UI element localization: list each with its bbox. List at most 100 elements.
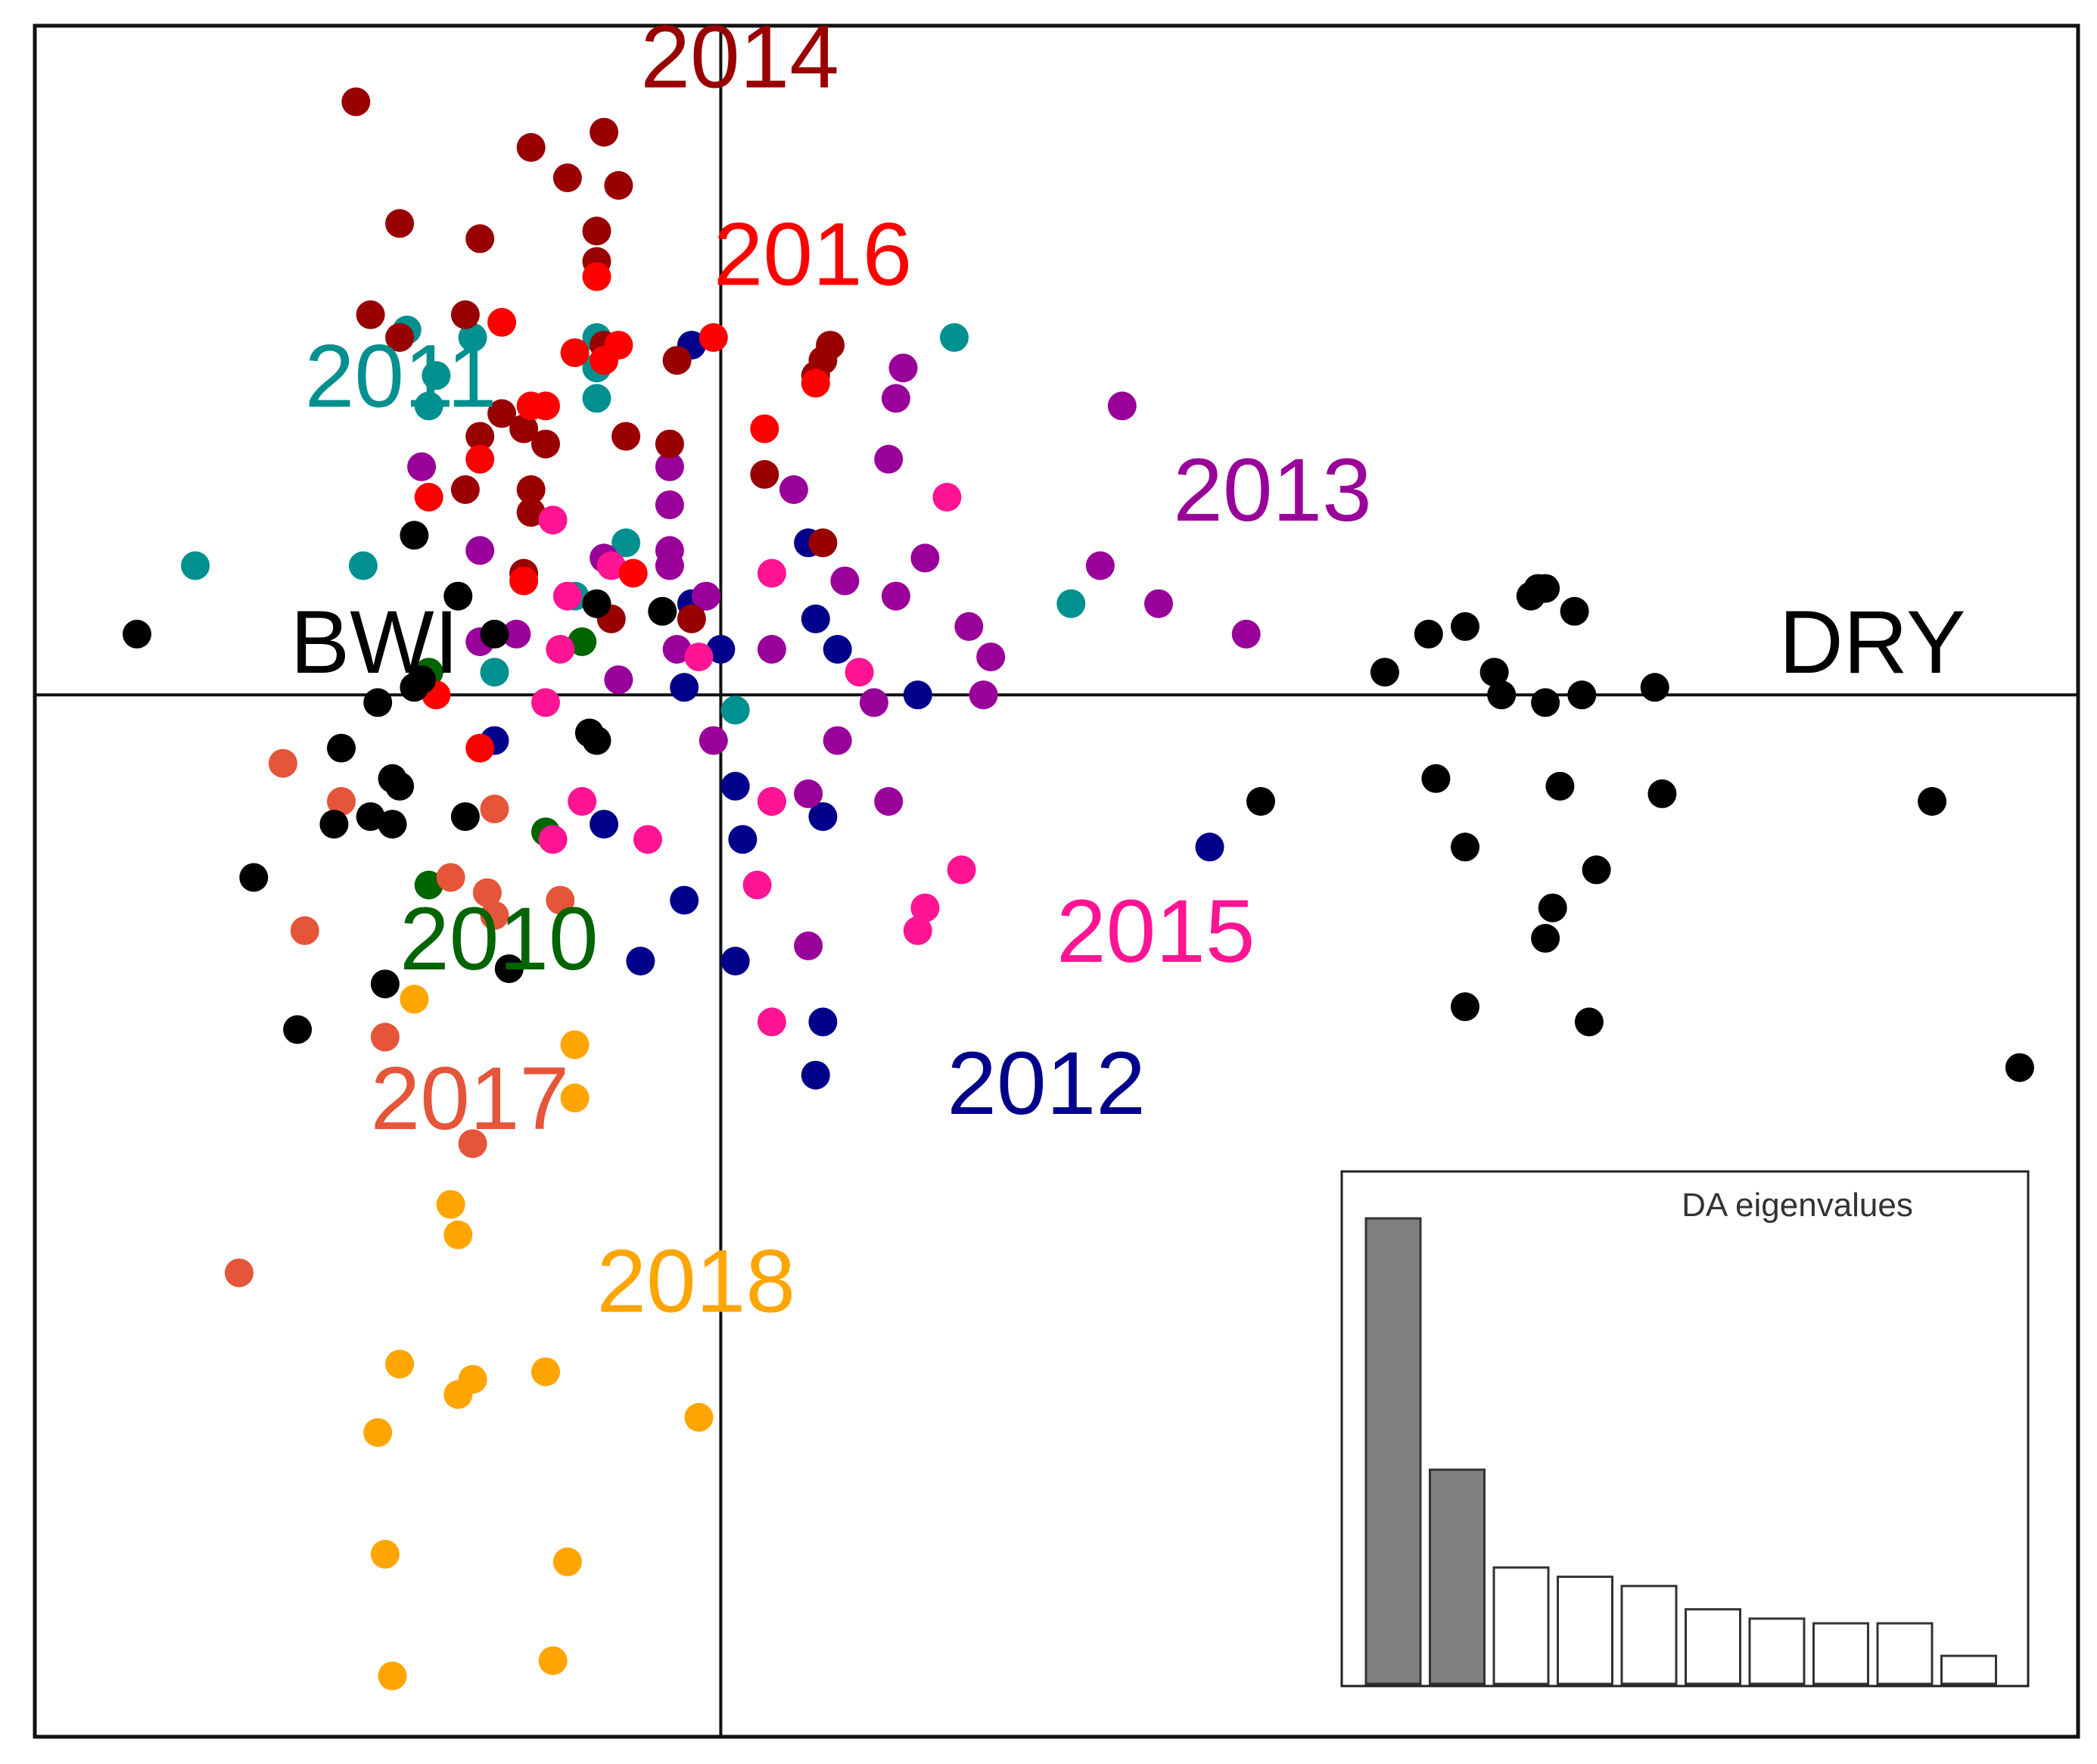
point-2015-16: [947, 855, 976, 885]
eigenvalue-bar-3: [1492, 1566, 1550, 1685]
point-2017-9: [458, 1129, 487, 1159]
point-2013-18: [881, 581, 910, 611]
point-2015-6: [538, 825, 568, 854]
point-2014-15: [531, 429, 560, 459]
point-bwi-43: [1451, 992, 1479, 1022]
point-bwi-13: [356, 802, 385, 832]
point-2014-13: [662, 346, 692, 375]
point-2011-8: [582, 384, 611, 413]
point-2015-3: [546, 635, 575, 664]
eigenvalue-bar-4: [1557, 1576, 1613, 1685]
point-bwi-12: [319, 810, 349, 839]
point-2014-22: [450, 475, 480, 504]
point-bwi-7: [400, 673, 429, 702]
group-label-2014: 2014: [640, 7, 839, 107]
point-bwi-41: [1531, 923, 1560, 953]
point-2013-32: [794, 931, 823, 960]
point-2012-17: [801, 1060, 830, 1090]
point-2012-9: [903, 680, 932, 710]
point-2014-25: [677, 604, 706, 633]
point-bwi-9: [327, 733, 356, 763]
point-2014-21: [516, 498, 546, 527]
point-2012-15: [720, 947, 750, 975]
eigenvalue-bar-1: [1364, 1217, 1422, 1685]
group-labels: 2010 2011 2012 2013 2014 2015 2016 2017 2018 BWI D…: [291, 7, 1966, 1331]
point-2017-8: [370, 1022, 400, 1052]
point-bwi-36: [1545, 771, 1575, 801]
group-label-2015: 2015: [1056, 882, 1255, 982]
point-bwi-2: [443, 581, 473, 611]
point-2015-2: [552, 581, 582, 611]
point-2011-4: [414, 391, 443, 421]
eigenvalue-bar-2: [1429, 1468, 1486, 1685]
point-2013-24: [910, 543, 940, 573]
plot-frame: [33, 23, 2080, 1739]
point-2013-22: [794, 779, 823, 808]
point-2015-9: [757, 787, 786, 816]
point-2017-5: [546, 885, 575, 915]
point-2018-9: [684, 1402, 714, 1432]
point-bwi-22: [1246, 787, 1275, 816]
eigenvalue-bar-10: [1940, 1654, 1997, 1685]
inset-bars: [1364, 1217, 1997, 1685]
eigenvalue-bar-5: [1620, 1585, 1678, 1685]
point-bwi-8: [363, 688, 393, 717]
point-2012-5: [728, 825, 758, 854]
point-bwi-25: [1451, 611, 1479, 641]
point-2015-15: [903, 916, 932, 945]
group-label-2013: 2013: [1173, 440, 1372, 540]
point-2012-10: [808, 802, 838, 832]
point-2016-4: [582, 262, 611, 291]
point-2014-14: [509, 414, 539, 443]
point-2014-6: [465, 224, 495, 254]
point-2018-0: [400, 985, 429, 1014]
point-2016-7: [465, 444, 495, 474]
point-2016-14: [465, 733, 495, 763]
point-2018-12: [552, 1547, 582, 1576]
point-2014-4: [604, 171, 633, 200]
point-2014-29: [816, 331, 845, 360]
point-2014-11: [450, 300, 480, 329]
point-2013-10: [662, 635, 692, 664]
point-2013-26: [976, 642, 1006, 672]
point-bwi-45: [2005, 1053, 2034, 1082]
point-bwi-33: [1567, 680, 1597, 710]
point-2013-12: [757, 635, 786, 664]
point-2011-3: [422, 361, 451, 390]
point-2016-11: [801, 369, 830, 398]
point-2013-33: [698, 726, 728, 755]
point-2013-3: [502, 619, 531, 649]
point-2013-5: [604, 665, 633, 695]
point-2018-1: [560, 1030, 590, 1059]
point-bwi-30: [1531, 574, 1560, 603]
point-2015-14: [910, 893, 940, 922]
point-2016-3: [604, 331, 633, 360]
point-2012-8: [823, 635, 852, 664]
point-2014-19: [655, 429, 684, 459]
point-2012-12: [590, 810, 619, 839]
point-bwi-19: [370, 969, 400, 999]
point-2016-1: [560, 338, 590, 368]
point-2014-18: [611, 422, 641, 451]
point-bwi-39: [1582, 855, 1611, 885]
point-2011-12: [720, 695, 750, 725]
point-2013-31: [1231, 619, 1261, 649]
point-2011-11: [480, 658, 509, 687]
point-2015-8: [684, 642, 714, 672]
point-bwi-42: [1918, 787, 1947, 816]
point-2018-3: [436, 1190, 465, 1219]
point-2017-2: [436, 863, 465, 892]
point-2011-14: [1056, 589, 1086, 618]
point-2016-8: [414, 483, 443, 512]
point-2013-20: [823, 726, 852, 755]
point-2018-4: [443, 1220, 473, 1249]
point-2013-29: [1144, 589, 1173, 618]
point-bwi-21: [283, 1015, 313, 1044]
point-2012-2: [706, 635, 736, 664]
point-bwi-31: [1560, 596, 1589, 626]
point-2018-13: [378, 1661, 407, 1691]
point-2013-17: [874, 444, 904, 474]
point-2012-18: [1195, 832, 1224, 862]
point-2010-2: [568, 627, 597, 656]
